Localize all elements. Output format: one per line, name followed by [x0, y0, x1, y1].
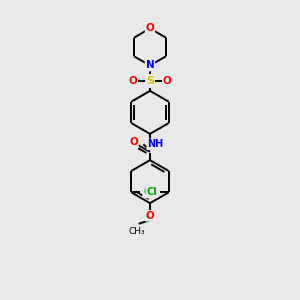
Text: CH₃: CH₃ — [129, 227, 146, 236]
Text: O: O — [129, 137, 138, 147]
Text: O: O — [146, 23, 154, 34]
Text: NH: NH — [147, 139, 164, 149]
Text: N: N — [146, 61, 154, 70]
Text: O: O — [146, 211, 154, 221]
Text: Cl: Cl — [143, 188, 154, 197]
Text: Cl: Cl — [146, 188, 157, 197]
Text: S: S — [146, 76, 154, 86]
Text: O: O — [128, 76, 137, 86]
Text: O: O — [163, 76, 172, 86]
